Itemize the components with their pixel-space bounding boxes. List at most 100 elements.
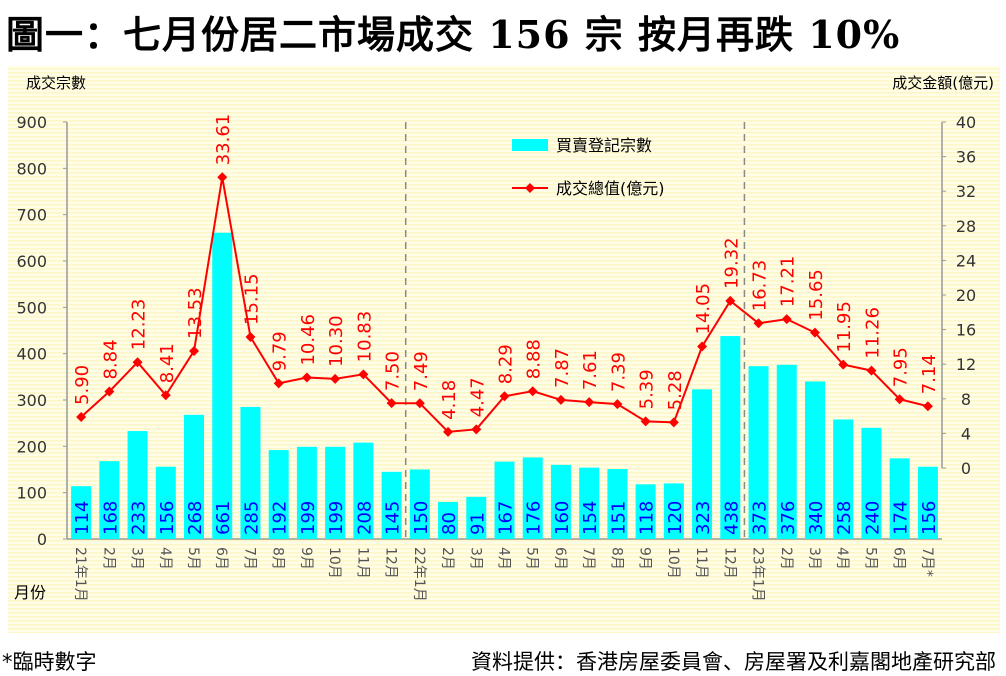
line-marker bbox=[894, 394, 905, 405]
bar-value-label: 373 bbox=[750, 501, 771, 535]
bar-value-label: 285 bbox=[241, 501, 262, 535]
y-tick-label: 0 bbox=[37, 530, 47, 549]
line-marker bbox=[809, 327, 820, 338]
line-value-label: 10.83 bbox=[354, 311, 375, 363]
bar-value-label: 80 bbox=[439, 512, 460, 535]
bar bbox=[466, 496, 487, 539]
bar bbox=[550, 464, 571, 539]
line-value-label: 5.28 bbox=[665, 370, 686, 410]
line-marker bbox=[301, 372, 312, 383]
bar bbox=[71, 486, 92, 539]
bar-value-label: 376 bbox=[778, 501, 799, 535]
x-tick-label: 5月 bbox=[185, 547, 201, 570]
x-tick-label: 2月 bbox=[100, 547, 116, 570]
x-tick-label: 9月 bbox=[637, 547, 653, 570]
bar bbox=[692, 389, 713, 539]
y-tick-label: 900 bbox=[16, 113, 47, 132]
line-value-label: 5.90 bbox=[72, 365, 93, 405]
x-tick-label: 5月 bbox=[524, 547, 540, 570]
line-marker bbox=[922, 401, 933, 412]
y2-tick-label: 12 bbox=[956, 355, 976, 374]
bar bbox=[240, 406, 261, 539]
line-value-label: 4.18 bbox=[439, 380, 460, 420]
bar-value-label: 192 bbox=[270, 501, 291, 535]
x-tick-label: 6月 bbox=[891, 547, 907, 570]
bar-value-label: 199 bbox=[298, 501, 319, 535]
bar bbox=[833, 419, 854, 539]
line-value-label: 17.21 bbox=[778, 256, 799, 308]
x-tick-label: 12月 bbox=[383, 547, 399, 579]
line-value-label: 5.39 bbox=[637, 369, 658, 409]
bar-value-label: 174 bbox=[891, 501, 912, 535]
bar-value-label: 167 bbox=[496, 501, 517, 535]
bar-value-label: 156 bbox=[919, 501, 940, 535]
line-marker bbox=[273, 378, 284, 389]
y2-tick-label: 40 bbox=[956, 113, 976, 132]
y-tick-label: 800 bbox=[16, 159, 47, 178]
line-marker bbox=[668, 417, 679, 428]
bar bbox=[917, 466, 938, 539]
x-tick-label: 4月 bbox=[496, 547, 512, 570]
bar-value-label: 661 bbox=[213, 501, 234, 535]
y-tick-label: 400 bbox=[16, 345, 47, 364]
line-marker bbox=[781, 314, 792, 325]
chart-title: 圖一：七月份居二市場成交 156 宗 按月再跌 10% bbox=[6, 12, 901, 57]
line-marker bbox=[160, 390, 171, 401]
legend-line-marker bbox=[525, 183, 535, 193]
x-tick-label: 3月 bbox=[129, 547, 145, 570]
y2-tick-label: 0 bbox=[961, 459, 971, 478]
y-axis-label: 成交宗數 bbox=[26, 74, 86, 92]
bar bbox=[325, 446, 346, 539]
line-marker bbox=[76, 411, 87, 422]
y2-tick-label: 28 bbox=[956, 217, 976, 236]
x-tick-label: 21年1月 bbox=[72, 547, 88, 602]
legend-bar-label: 買賣登記宗數 bbox=[556, 136, 652, 155]
bar-value-label: 233 bbox=[129, 501, 150, 535]
bar-value-label: 240 bbox=[862, 501, 883, 535]
y2-tick-label: 4 bbox=[961, 424, 971, 443]
line-value-label: 13.53 bbox=[185, 287, 206, 339]
x-tick-label: 7月 bbox=[241, 547, 257, 570]
line-value-label: 8.41 bbox=[157, 343, 178, 383]
line-marker bbox=[414, 398, 425, 409]
line-marker bbox=[443, 426, 454, 437]
line-value-label: 8.88 bbox=[524, 339, 545, 379]
bar bbox=[804, 381, 825, 539]
line-value-label: 15.65 bbox=[806, 269, 827, 321]
y2-tick-label: 20 bbox=[956, 286, 976, 305]
x-tick-label: 2月 bbox=[778, 547, 794, 570]
bar-value-label: 91 bbox=[467, 512, 488, 535]
line-value-label: 4.47 bbox=[467, 377, 488, 417]
x-tick-label: 8月 bbox=[270, 547, 286, 570]
x-tick-label: 7月 bbox=[580, 547, 596, 570]
line-marker bbox=[330, 373, 341, 384]
bar-value-label: 258 bbox=[834, 501, 855, 535]
line-marker bbox=[555, 394, 566, 405]
bar-value-label: 323 bbox=[693, 501, 714, 535]
bar bbox=[663, 483, 684, 539]
line-marker bbox=[104, 386, 115, 397]
line-marker bbox=[217, 172, 228, 183]
source-note: 資料提供：香港房屋委員會、房屋署及利嘉閣地產研究部 bbox=[471, 650, 996, 674]
line-marker bbox=[697, 341, 708, 352]
line-marker bbox=[527, 386, 538, 397]
bar bbox=[607, 469, 628, 539]
line-value-label: 7.95 bbox=[891, 347, 912, 387]
x-tick-label: 4月 bbox=[834, 547, 850, 570]
x-tick-label: 10月 bbox=[665, 547, 681, 579]
line-value-label: 9.79 bbox=[270, 331, 291, 371]
bar-value-label: 154 bbox=[580, 501, 601, 535]
bar-value-label: 151 bbox=[608, 501, 629, 535]
bar-value-label: 168 bbox=[100, 501, 121, 535]
line-marker bbox=[358, 369, 369, 380]
x-tick-label: 6月 bbox=[213, 547, 229, 570]
line-value-label: 7.14 bbox=[919, 354, 940, 394]
y2-axis-label: 成交金額(億元) bbox=[892, 74, 994, 92]
line-marker bbox=[866, 365, 877, 376]
line-marker bbox=[612, 399, 623, 410]
bar-value-label: 438 bbox=[721, 501, 742, 535]
line-marker bbox=[725, 295, 736, 306]
y-tick-label: 300 bbox=[16, 391, 47, 410]
bar bbox=[635, 484, 656, 539]
